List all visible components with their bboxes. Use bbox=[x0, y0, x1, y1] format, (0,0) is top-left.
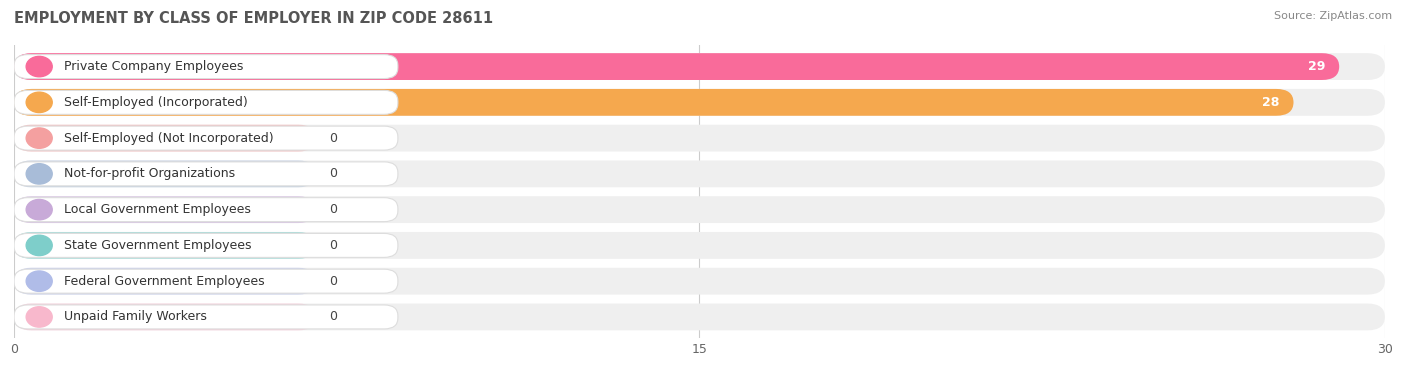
FancyBboxPatch shape bbox=[14, 233, 398, 258]
FancyBboxPatch shape bbox=[14, 53, 1340, 80]
Text: 0: 0 bbox=[329, 203, 337, 216]
FancyBboxPatch shape bbox=[14, 126, 398, 150]
FancyBboxPatch shape bbox=[14, 269, 398, 293]
FancyBboxPatch shape bbox=[14, 55, 398, 79]
Text: 0: 0 bbox=[329, 239, 337, 252]
FancyBboxPatch shape bbox=[14, 303, 1385, 331]
Text: 29: 29 bbox=[1308, 60, 1326, 73]
FancyBboxPatch shape bbox=[14, 198, 398, 221]
FancyBboxPatch shape bbox=[14, 305, 398, 329]
FancyBboxPatch shape bbox=[14, 125, 1385, 152]
FancyBboxPatch shape bbox=[14, 125, 316, 152]
FancyBboxPatch shape bbox=[14, 90, 398, 114]
FancyBboxPatch shape bbox=[14, 196, 316, 223]
Text: Self-Employed (Incorporated): Self-Employed (Incorporated) bbox=[65, 96, 247, 109]
Text: Local Government Employees: Local Government Employees bbox=[65, 203, 252, 216]
Circle shape bbox=[27, 164, 52, 184]
Circle shape bbox=[27, 56, 52, 77]
Text: 0: 0 bbox=[329, 275, 337, 288]
Circle shape bbox=[27, 92, 52, 112]
Text: Source: ZipAtlas.com: Source: ZipAtlas.com bbox=[1274, 11, 1392, 21]
FancyBboxPatch shape bbox=[14, 161, 316, 187]
FancyBboxPatch shape bbox=[14, 53, 1385, 80]
Text: Not-for-profit Organizations: Not-for-profit Organizations bbox=[65, 167, 235, 180]
Circle shape bbox=[27, 128, 52, 148]
FancyBboxPatch shape bbox=[14, 89, 1294, 116]
FancyBboxPatch shape bbox=[14, 232, 316, 259]
Circle shape bbox=[27, 235, 52, 256]
Text: 28: 28 bbox=[1263, 96, 1279, 109]
FancyBboxPatch shape bbox=[14, 303, 316, 331]
FancyBboxPatch shape bbox=[14, 268, 1385, 294]
Text: EMPLOYMENT BY CLASS OF EMPLOYER IN ZIP CODE 28611: EMPLOYMENT BY CLASS OF EMPLOYER IN ZIP C… bbox=[14, 11, 494, 26]
Text: 0: 0 bbox=[329, 132, 337, 145]
Circle shape bbox=[27, 199, 52, 220]
FancyBboxPatch shape bbox=[14, 196, 1385, 223]
FancyBboxPatch shape bbox=[14, 232, 1385, 259]
Text: Unpaid Family Workers: Unpaid Family Workers bbox=[65, 311, 207, 323]
FancyBboxPatch shape bbox=[14, 89, 1385, 116]
Circle shape bbox=[27, 307, 52, 327]
Text: 0: 0 bbox=[329, 167, 337, 180]
Text: State Government Employees: State Government Employees bbox=[65, 239, 252, 252]
Text: Federal Government Employees: Federal Government Employees bbox=[65, 275, 264, 288]
Text: Self-Employed (Not Incorporated): Self-Employed (Not Incorporated) bbox=[65, 132, 274, 145]
Text: Private Company Employees: Private Company Employees bbox=[65, 60, 243, 73]
FancyBboxPatch shape bbox=[14, 161, 1385, 187]
Text: 0: 0 bbox=[329, 311, 337, 323]
Circle shape bbox=[27, 271, 52, 291]
FancyBboxPatch shape bbox=[14, 162, 398, 186]
FancyBboxPatch shape bbox=[14, 268, 316, 294]
